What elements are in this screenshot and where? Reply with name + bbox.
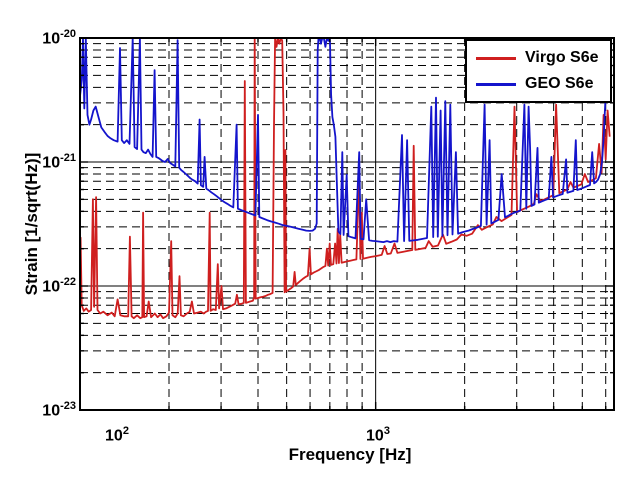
y-tick-label-1e-21: 10-21 — [42, 152, 76, 172]
y-tick-label-1e-20: 10-20 — [42, 28, 76, 48]
legend-line-sample-geo — [476, 82, 516, 86]
legend-line-sample-virgo — [476, 56, 516, 60]
curve-virgo-s6e — [79, 38, 611, 320]
y-tick-label-1e-22: 10-22 — [42, 276, 76, 296]
x-tick-label-1e2: 102 — [105, 425, 129, 445]
y-axis-label: Strain [1/sqrt(Hz)] — [22, 152, 41, 296]
legend: Virgo S6e GEO S6e — [465, 39, 612, 103]
legend-label-virgo: Virgo S6e — [525, 49, 599, 66]
legend-item-virgo: Virgo S6e — [476, 49, 610, 67]
y-tick-label-1e-23: 10-23 — [42, 400, 76, 420]
legend-label-geo: GEO S6e — [525, 75, 594, 92]
legend-item-geo: GEO S6e — [476, 75, 610, 93]
x-axis-label: Frequency [Hz] — [288, 445, 412, 464]
x-tick-label-1e3: 103 — [366, 425, 390, 445]
curve-geo-s6e — [79, 38, 610, 244]
